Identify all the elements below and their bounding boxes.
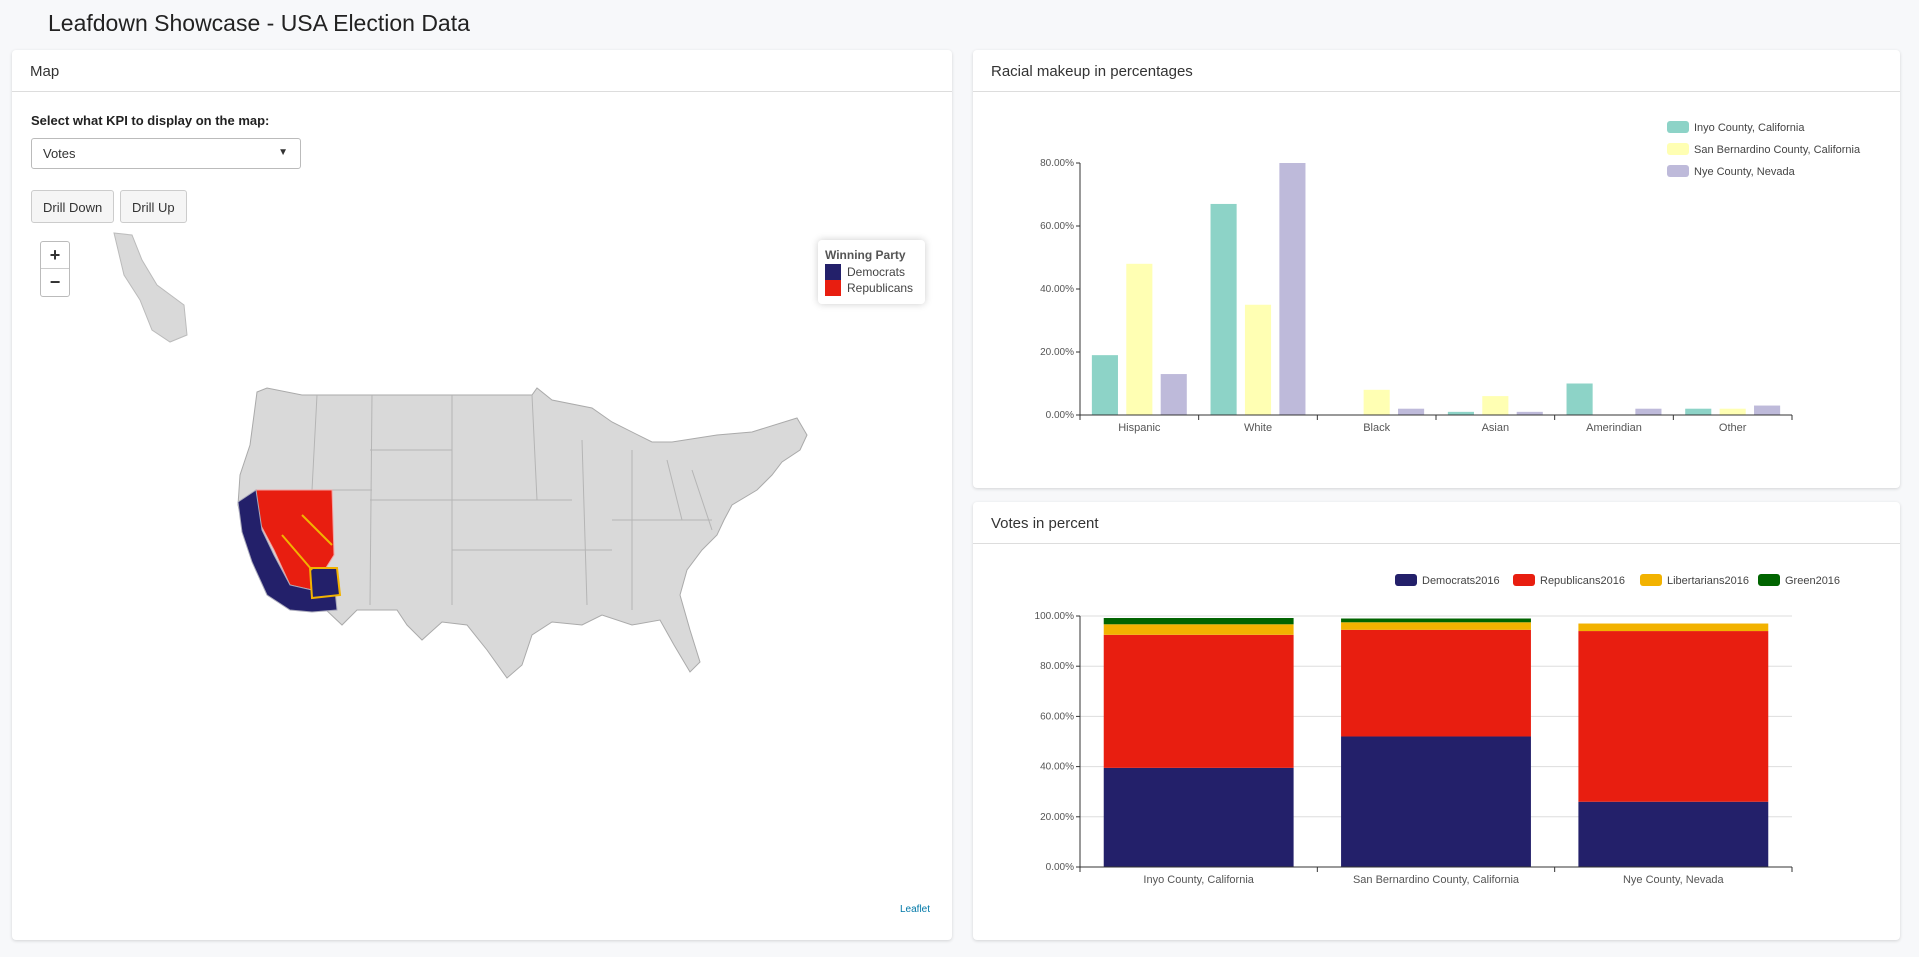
y-tick-label: 0.00% — [1046, 410, 1074, 421]
bar-Inyo County, California — [1566, 383, 1593, 415]
x-tick-label: Hispanic — [1118, 422, 1161, 434]
legend-swatch — [1640, 574, 1662, 586]
bar-Republicans2016 — [1578, 631, 1769, 802]
zoom-in-button[interactable]: + — [41, 242, 69, 269]
legend-label: Nye County, Nevada — [1694, 166, 1796, 178]
votes-panel-title: Votes in percent — [973, 502, 1900, 544]
alaska-shape — [113, 232, 188, 343]
y-tick-label: 60.00% — [1040, 711, 1074, 722]
y-tick-label: 100.00% — [1035, 611, 1075, 622]
selected-county-outline-2 — [281, 514, 333, 571]
bar-Nye County, Nevada — [1279, 163, 1306, 415]
legend-swatch — [1667, 143, 1689, 155]
drill-down-button[interactable]: Drill Down — [31, 190, 115, 223]
x-tick-label: Other — [1719, 422, 1747, 434]
bar-Green2016 — [1103, 618, 1294, 625]
kpi-value: Votes — [43, 146, 76, 161]
zoom-control: + − — [40, 241, 70, 297]
legend-label: Republicans2016 — [1540, 575, 1625, 587]
caret-down-icon: ▼ — [278, 147, 288, 158]
bar-Nye County, Nevada — [1160, 374, 1187, 415]
drill-up-button[interactable]: Drill Up — [120, 190, 187, 223]
bar-Inyo County, California — [1210, 203, 1237, 415]
bar-Inyo County, California — [1091, 355, 1118, 415]
x-tick-label: Black — [1363, 422, 1390, 434]
legend-label: Republicans — [847, 281, 914, 295]
votes-chart: 0.00% 20.00% 40.00% 60.00% 80.00% 100.00% Inyo… — [1035, 574, 1840, 886]
bar-Inyo County, California — [1685, 408, 1712, 415]
map-panel-title: Map — [12, 50, 952, 92]
y-tick-label: 40.00% — [1040, 762, 1074, 773]
legend-label: Green2016 — [1785, 575, 1840, 587]
bar-Inyo County, California — [1447, 411, 1474, 415]
x-tick-label: San Bernardino County, California — [1353, 874, 1520, 886]
y-tick-label: 20.00% — [1040, 812, 1074, 823]
legend-swatch — [1513, 574, 1535, 586]
legend-swatch — [1667, 165, 1689, 177]
x-tick-label: Nye County, Nevada — [1623, 874, 1725, 886]
legend-label: San Bernardino County, California — [1694, 144, 1861, 156]
democrats-swatch — [825, 264, 841, 280]
bar-San Bernardino County, California — [1719, 408, 1746, 415]
x-tick-label: Asian — [1482, 422, 1510, 434]
bar-Nye County, Nevada — [1635, 408, 1662, 415]
legend-item: Democrats — [825, 264, 918, 280]
y-tick-label: 0.00% — [1046, 862, 1074, 873]
y-tick-label: 60.00% — [1040, 221, 1074, 232]
republicans-swatch — [825, 280, 841, 296]
bar-Republicans2016 — [1341, 629, 1531, 737]
bar-Nye County, Nevada — [1754, 405, 1781, 415]
y-tick-label: 40.00% — [1040, 284, 1074, 295]
bar-Democrats2016 — [1341, 736, 1531, 867]
legend-label: Inyo County, California — [1694, 122, 1805, 134]
legend-title: Winning Party — [825, 248, 906, 262]
map-legend: Winning Party Democrats Republicans — [818, 240, 925, 304]
racial-chart: 0.00% 20.00% 40.00% 60.00% 80.00% Hispanic Whi… — [1040, 121, 1861, 434]
racial-panel-title: Racial makeup in percentages — [973, 50, 1900, 92]
map-panel: Map Select what KPI to display on the ma… — [12, 50, 952, 940]
bar-San Bernardino County, California — [1126, 263, 1153, 415]
x-tick-label: Inyo County, California — [1143, 874, 1254, 886]
leaflet-attribution-link[interactable]: Leaflet — [900, 904, 931, 915]
racial-panel: Racial makeup in percentages 0.00% 20.00%… — [973, 50, 1900, 488]
bar-San Bernardino County, California — [1244, 304, 1272, 415]
state-borders — [311, 394, 713, 610]
bar-Democrats2016 — [1578, 801, 1769, 867]
y-tick-label: 20.00% — [1040, 347, 1074, 358]
kpi-select[interactable]: Votes ▼ — [31, 138, 301, 169]
x-tick-label: Amerindian — [1586, 422, 1642, 434]
bar-Nye County, Nevada — [1516, 411, 1543, 415]
legend-swatch — [1758, 574, 1780, 586]
legend-swatch — [1395, 574, 1417, 586]
legend-label: Democrats2016 — [1422, 575, 1500, 587]
legend-swatch — [1667, 121, 1689, 133]
x-tick-label: White — [1244, 422, 1272, 434]
map-canvas[interactable] — [12, 50, 952, 940]
bar-Libertarians2016 — [1578, 623, 1769, 632]
kpi-label: Select what KPI to display on the map: — [31, 113, 270, 128]
y-tick-label: 80.00% — [1040, 661, 1074, 672]
legend-label: Democrats — [847, 265, 906, 279]
bar-Libertarians2016 — [1341, 622, 1531, 630]
bar-San Bernardino County, California — [1363, 389, 1390, 415]
bar-San Bernardino County, California — [1482, 396, 1509, 415]
bar-Republicans2016 — [1103, 634, 1294, 768]
bar-Libertarians2016 — [1103, 624, 1294, 635]
y-tick-label: 80.00% — [1040, 158, 1074, 169]
selected-county-outline — [308, 567, 342, 600]
bar-Nye County, Nevada — [1398, 408, 1425, 415]
votes-panel: Votes in percent 0.00% 20.00% 40.00% 60.00%… — [973, 502, 1900, 940]
bar-Democrats2016 — [1103, 767, 1294, 867]
legend-label: Libertarians2016 — [1667, 575, 1749, 587]
page-title: Leafdown Showcase - USA Election Data — [48, 10, 470, 36]
zoom-out-button[interactable]: − — [49, 272, 61, 292]
bar-Green2016 — [1341, 618, 1531, 623]
legend-item: Republicans — [825, 280, 918, 296]
